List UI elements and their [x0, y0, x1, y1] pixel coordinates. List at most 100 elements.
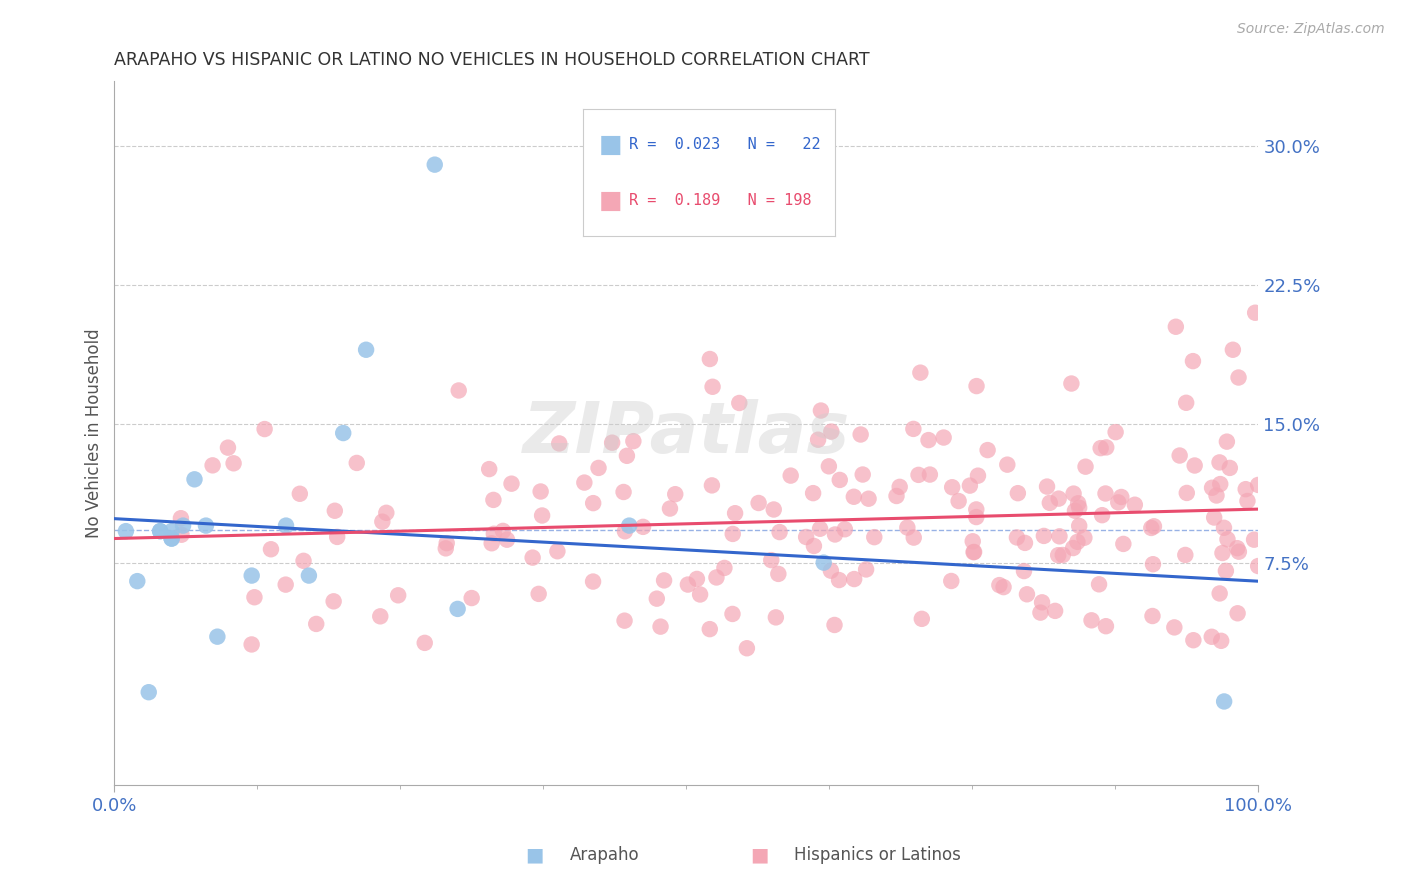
Point — [149, 524, 172, 538]
Point — [1234, 482, 1257, 496]
Point — [807, 433, 830, 447]
Point — [1201, 481, 1223, 495]
Point — [1174, 548, 1197, 562]
Point — [222, 456, 245, 470]
Point — [1095, 619, 1118, 633]
Point — [160, 532, 183, 546]
Point — [1143, 519, 1166, 533]
Point — [941, 480, 963, 494]
Text: Source: ZipAtlas.com: Source: ZipAtlas.com — [1237, 22, 1385, 37]
Point — [963, 545, 986, 559]
Point — [1211, 546, 1233, 560]
Point — [482, 492, 505, 507]
Point — [1031, 595, 1053, 609]
Point — [1047, 548, 1070, 562]
Point — [1029, 606, 1052, 620]
Point — [1226, 541, 1249, 556]
Point — [713, 561, 735, 575]
Point — [1043, 604, 1066, 618]
Point — [1069, 519, 1091, 533]
Point — [1142, 558, 1164, 572]
Point — [1213, 694, 1236, 708]
Point — [794, 530, 817, 544]
Point — [699, 351, 721, 366]
Point — [801, 486, 824, 500]
Point — [762, 502, 785, 516]
Point — [1088, 577, 1111, 591]
Point — [1062, 541, 1084, 555]
Point — [889, 480, 911, 494]
Point — [292, 554, 315, 568]
Point — [1066, 534, 1088, 549]
Point — [326, 530, 349, 544]
Point — [1091, 508, 1114, 523]
Text: ARAPAHO VS HISPANIC OR LATINO NO VEHICLES IN HOUSEHOLD CORRELATION CHART: ARAPAHO VS HISPANIC OR LATINO NO VEHICLE… — [114, 51, 870, 69]
Point — [1247, 478, 1270, 492]
Point — [1213, 521, 1236, 535]
Point — [1164, 319, 1187, 334]
Point — [172, 518, 194, 533]
Point — [217, 441, 239, 455]
Point — [1015, 587, 1038, 601]
Point — [849, 427, 872, 442]
Point — [1208, 586, 1230, 600]
Point — [1211, 633, 1233, 648]
Point — [699, 622, 721, 636]
Point — [645, 591, 668, 606]
Point — [1123, 498, 1146, 512]
Point — [613, 485, 636, 500]
Point — [460, 591, 482, 605]
Point — [652, 574, 675, 588]
Point — [858, 491, 880, 506]
Point — [387, 588, 409, 602]
Point — [288, 487, 311, 501]
Point — [724, 506, 747, 520]
Point — [496, 533, 519, 547]
Point — [993, 580, 1015, 594]
Point — [1181, 354, 1204, 368]
Point — [967, 468, 990, 483]
Point — [160, 524, 183, 538]
Text: ■: ■ — [524, 845, 544, 864]
Text: Arapaho: Arapaho — [569, 846, 640, 863]
Point — [478, 462, 501, 476]
Point — [855, 562, 877, 576]
Point — [582, 574, 605, 589]
Point — [1226, 607, 1249, 621]
Point — [1205, 488, 1227, 502]
Point — [346, 456, 368, 470]
Point — [988, 578, 1011, 592]
Point — [1222, 343, 1244, 357]
Point — [1060, 376, 1083, 391]
Point — [1049, 529, 1071, 543]
Point — [721, 607, 744, 621]
Point — [824, 618, 846, 632]
Point — [728, 396, 751, 410]
Point — [779, 468, 801, 483]
Point — [1209, 477, 1232, 491]
Point — [700, 478, 723, 492]
Point — [582, 496, 605, 510]
Point — [1204, 510, 1226, 524]
Point — [613, 614, 636, 628]
Point — [1175, 396, 1198, 410]
Point — [1073, 531, 1095, 545]
Point — [413, 636, 436, 650]
Point — [322, 594, 344, 608]
Point — [834, 522, 856, 536]
Point — [201, 458, 224, 473]
Point — [903, 422, 925, 436]
Point — [1236, 494, 1258, 508]
Point — [274, 577, 297, 591]
Point — [447, 384, 470, 398]
Point — [616, 449, 638, 463]
Point — [183, 472, 205, 486]
Point — [588, 461, 610, 475]
Point — [434, 541, 457, 556]
Point — [1063, 486, 1085, 500]
Point — [1064, 504, 1087, 518]
Point — [574, 475, 596, 490]
Point — [240, 568, 263, 582]
Point — [1175, 486, 1198, 500]
Point — [1208, 455, 1230, 469]
